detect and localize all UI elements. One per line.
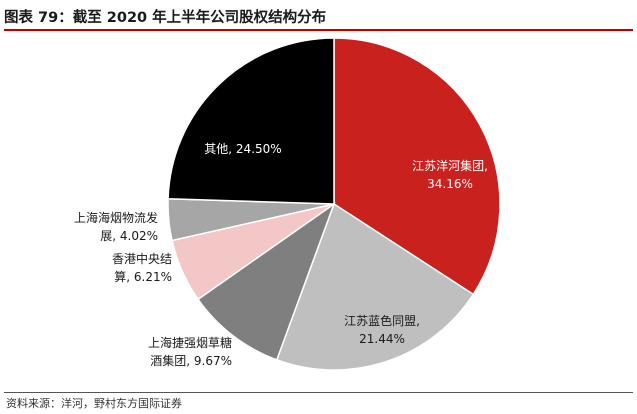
slice-label: 江苏洋河集团, 34.16% xyxy=(412,158,488,191)
title-divider xyxy=(4,29,633,31)
pie-slice xyxy=(275,202,475,371)
slice-label: 江苏蓝色同盟, 21.44% xyxy=(344,314,420,346)
pie-slice xyxy=(167,37,335,205)
slice-label: 上海捷强烟草糖酒集团, 9.67% xyxy=(148,335,232,368)
chart-title: 图表 79：截至 2020 年上半年公司股权结构分布 xyxy=(4,10,327,26)
source-note: 资料来源：洋河，野村东方国际证券 xyxy=(6,397,182,410)
pie-slice xyxy=(197,202,336,361)
slice-label: 香港中央结算, 6.21% xyxy=(112,251,172,284)
footer-divider xyxy=(4,392,633,393)
slice-label: 上海海烟物流发展, 4.02% xyxy=(74,210,158,243)
slice-label: 其他, 24.50% xyxy=(204,142,281,156)
